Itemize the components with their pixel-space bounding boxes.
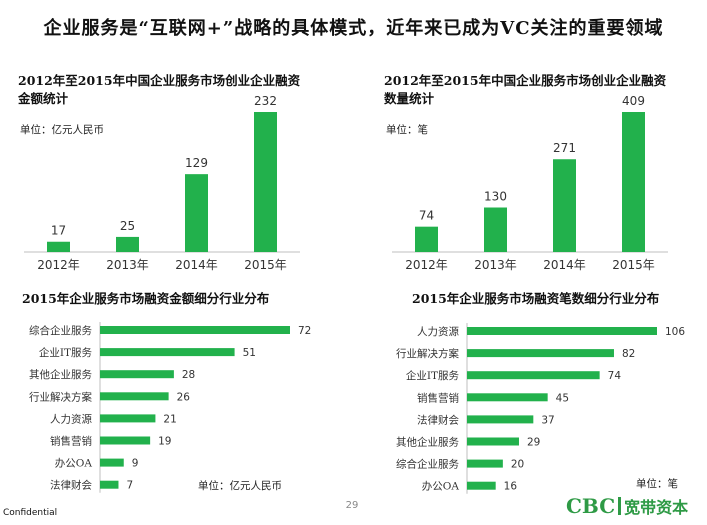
chart3-data-label: 19 — [158, 436, 171, 448]
chart4-bar — [467, 437, 519, 446]
chart4-category-label: 销售营销 — [417, 391, 459, 404]
chart3-category-label: 销售营销 — [50, 435, 92, 448]
chart3-data-label: 9 — [132, 458, 139, 470]
chart1-title: 2012年至2015年中国企业服务市场创业企业融资 金额统计 — [18, 72, 358, 108]
chart4-category-label: 人力资源 — [417, 325, 459, 338]
chart1-bar — [116, 236, 139, 252]
chart2-bar — [484, 207, 507, 252]
chart1-data-label: 17 — [51, 224, 66, 238]
chart1-data-label: 25 — [120, 219, 135, 233]
page-title: 企业服务是“互联网+”战略的具体模式，近年来已成为VC关注的重要领域 — [43, 18, 664, 39]
chart3-bar — [100, 480, 119, 489]
chart3-title: 2015年企业服务市场融资金额细分行业分布 — [22, 291, 270, 306]
chart3-bar — [100, 326, 290, 334]
chart1-category-label: 2013年 — [106, 258, 149, 272]
chart3-category-label: 办公OA — [55, 457, 93, 470]
chart4-unit: 单位：笔 — [636, 478, 678, 490]
chart3-category-label: 企业IT服务 — [39, 346, 93, 359]
chart2-title-line2: 数量统计 — [384, 91, 435, 106]
chart3-data-label: 72 — [298, 325, 311, 337]
chart1-category-label: 2012年 — [37, 258, 80, 272]
chart1-title-line2: 金额统计 — [18, 91, 69, 106]
chart4-bar — [467, 393, 548, 402]
chart4-data-label: 74 — [608, 370, 622, 382]
chart3-bar — [100, 392, 169, 401]
chart1-unit: 单位：亿元人民币 — [20, 124, 104, 136]
chart2-data-label: 74 — [419, 209, 434, 223]
chart4-bar — [467, 349, 614, 358]
logo-divider — [618, 497, 622, 515]
chart2-category-label: 2013年 — [474, 258, 517, 272]
confidential-label: Confidential — [3, 508, 58, 518]
chart4-category-label: 办公OA — [422, 480, 460, 493]
chart4-bar — [467, 459, 503, 468]
chart1-bar — [47, 241, 70, 252]
chart2-data-label: 409 — [622, 94, 645, 108]
chart2-bar — [622, 112, 645, 252]
chart1-category-label: 2014年 — [175, 258, 218, 272]
chart4-bar — [467, 371, 600, 380]
chart2-bar — [415, 226, 438, 252]
chart4-data-label: 82 — [622, 348, 635, 360]
chart1-title-line1: 2012年至2015年中国企业服务市场创业企业融资 — [18, 73, 301, 88]
chart2-bar — [553, 159, 576, 252]
chart3-category-label: 法律财会 — [50, 479, 92, 492]
chart2-unit: 单位：笔 — [386, 124, 428, 136]
chart2-data-label: 271 — [553, 141, 576, 155]
chart4-category-label: 其他企业服务 — [396, 436, 459, 449]
chart4-bar — [467, 415, 534, 424]
chart3-bar — [100, 370, 174, 379]
chart3-unit: 单位：亿元人民币 — [198, 480, 282, 492]
chart2-data-label: 130 — [484, 190, 507, 204]
chart4-category-label: 综合企业服务 — [396, 458, 459, 471]
chart4-bar — [467, 481, 496, 490]
company-logo: CBC 宽带资本 — [566, 494, 688, 518]
chart3-data-label: 21 — [163, 413, 176, 425]
logo-chinese-text: 宽带资本 — [624, 498, 689, 517]
chart4-bar — [467, 327, 657, 335]
chart1-bar — [185, 174, 208, 252]
chart3-bar — [100, 436, 151, 445]
chart3-bar — [100, 458, 124, 467]
chart4-data-label: 37 — [541, 414, 554, 426]
chart3-category-label: 行业解决方案 — [29, 390, 92, 403]
chart4-category-label: 行业解决方案 — [396, 347, 459, 360]
chart4-data-label: 16 — [504, 481, 518, 493]
chart4-title: 2015年企业服务市场融资笔数细分行业分布 — [412, 291, 660, 306]
chart1-bar — [254, 112, 277, 252]
chart3-bar — [100, 348, 235, 357]
chart1-category-label: 2015年 — [244, 258, 287, 272]
chart4-data-label: 20 — [511, 459, 524, 471]
page-number: 29 — [345, 500, 359, 511]
chart2-category-label: 2012年 — [405, 258, 448, 272]
chart2-title: 2012年至2015年中国企业服务市场创业企业融资 数量统计 — [384, 72, 704, 108]
chart3-data-label: 51 — [243, 347, 256, 359]
chart4-data-label: 106 — [665, 326, 685, 338]
logo-cbc-text: CBC — [566, 494, 616, 518]
chart1-data-label: 232 — [254, 94, 277, 108]
chart3-data-label: 28 — [182, 369, 195, 381]
chart3-category-label: 其他企业服务 — [29, 368, 92, 381]
chart4-data-label: 29 — [527, 437, 540, 449]
chart1-data-label: 129 — [185, 156, 208, 170]
chart3-category-label: 综合企业服务 — [29, 324, 92, 337]
chart3-data-label: 26 — [177, 391, 191, 403]
chart2-category-label: 2015年 — [612, 258, 655, 272]
chart3-data-label: 7 — [126, 480, 133, 492]
chart4-category-label: 法律财会 — [417, 413, 459, 426]
chart3-bar — [100, 414, 156, 423]
chart4-data-label: 45 — [556, 392, 569, 404]
chart4-category-label: 企业IT服务 — [406, 369, 460, 382]
chart3-category-label: 人力资源 — [50, 412, 92, 425]
chart2-category-label: 2014年 — [543, 258, 586, 272]
chart2-title-line1: 2012年至2015年中国企业服务市场创业企业融资 — [384, 73, 667, 88]
